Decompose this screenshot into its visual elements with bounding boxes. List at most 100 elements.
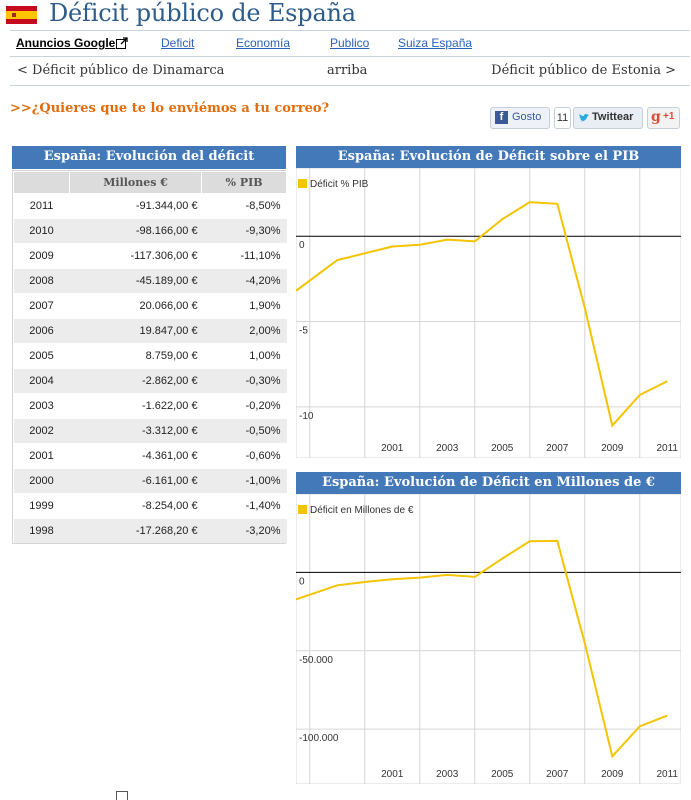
pib-cell: -3,20% [202, 519, 287, 544]
pib-cell: -9,30% [202, 219, 287, 244]
y-tick-label: 0 [299, 240, 305, 251]
col-header-pib: % PIB [202, 172, 287, 194]
x-tick-label: 2009 [601, 769, 624, 780]
tweet-button[interactable]: Twittear [573, 107, 643, 129]
facebook-like-count: 11 [554, 107, 571, 129]
millones-cell: -45.189,00 € [70, 269, 202, 294]
pib-cell: 1,00% [202, 344, 287, 369]
footer-checkbox[interactable] [116, 791, 128, 800]
external-link-icon[interactable] [116, 37, 128, 49]
table-box: Millones € % PIB 2011-91.344,00 €-8,50%2… [12, 170, 286, 544]
millones-cell: -3.312,00 € [70, 419, 202, 444]
twitter-bird-icon [578, 112, 590, 124]
pib-cell: -0,20% [202, 394, 287, 419]
x-tick-label: 2005 [491, 443, 514, 454]
table-row: 1998-17.268,20 €-3,20% [14, 519, 287, 544]
table-row: 2010-98.166,00 €-9,30% [14, 219, 287, 244]
table-body: 2011-91.344,00 €-8,50%2010-98.166,00 €-9… [14, 194, 287, 544]
x-tick-label: 2005 [491, 769, 514, 780]
plot-area [296, 494, 681, 784]
millones-cell: -98.166,00 € [70, 219, 202, 244]
facebook-like-label: Gosto [512, 111, 541, 123]
up-link[interactable]: arriba [327, 63, 367, 78]
legend-swatch [298, 179, 307, 188]
y-tick-label: -50.000 [299, 655, 333, 666]
chart-pib-panel: España: Evolución de Déficit sobre el PI… [296, 146, 681, 458]
y-tick-label: -5 [299, 326, 308, 337]
millones-cell: 20.066,00 € [70, 294, 202, 319]
year-cell: 2003 [14, 394, 70, 419]
year-cell: 2000 [14, 469, 70, 494]
x-tick-label: 2009 [601, 443, 624, 454]
millones-cell: -8.254,00 € [70, 494, 202, 519]
pib-cell: -0,60% [202, 444, 287, 469]
table-row: 2001-4.361,00 €-0,60% [14, 444, 287, 469]
millones-cell: -6.161,00 € [70, 469, 202, 494]
chart-millones-title: España: Evolución de Déficit en Millones… [296, 472, 681, 494]
year-cell: 2007 [14, 294, 70, 319]
millones-cell: -117.306,00 € [70, 244, 202, 269]
pib-cell: -4,20% [202, 269, 287, 294]
millones-cell: -2.862,00 € [70, 369, 202, 394]
google-plus-button[interactable]: g +1 [647, 107, 680, 129]
nav-link-deficit[interactable]: Deficit [161, 36, 194, 50]
x-tick-label: 2001 [381, 443, 404, 454]
nav-link-suiza-espana[interactable]: Suiza España [398, 36, 472, 50]
table-row: 1999-8.254,00 €-1,40% [14, 494, 287, 519]
table-row: 2002-3.312,00 €-0,50% [14, 419, 287, 444]
pib-cell: 2,00% [202, 319, 287, 344]
year-cell: 2009 [14, 244, 70, 269]
pib-cell: 1,90% [202, 294, 287, 319]
prev-country-link[interactable]: < Déficit público de Dinamarca [17, 63, 224, 78]
ads-nav-bar: Anuncios Google Deficit Economía Publico… [10, 30, 690, 57]
pib-cell: -0,50% [202, 419, 287, 444]
table-row: 2000-6.161,00 €-1,00% [14, 469, 287, 494]
year-cell: 2002 [14, 419, 70, 444]
page-title: Déficit público de España [49, 0, 356, 27]
google-ads-link[interactable]: Anuncios Google [16, 36, 115, 50]
millones-cell: -4.361,00 € [70, 444, 202, 469]
x-tick-label: 2007 [546, 443, 569, 454]
pib-cell: -8,50% [202, 194, 287, 219]
year-cell: 2006 [14, 319, 70, 344]
year-cell: 2004 [14, 369, 70, 394]
table-header-row: Millones € % PIB [14, 172, 287, 194]
pib-cell: -11,10% [202, 244, 287, 269]
year-cell: 2005 [14, 344, 70, 369]
year-cell: 2011 [14, 194, 70, 219]
nav-link-economia[interactable]: Economía [236, 36, 290, 50]
pib-cell: -1,40% [202, 494, 287, 519]
millones-cell: -17.268,20 € [70, 519, 202, 544]
legend-swatch [298, 505, 307, 514]
tweet-label: Twittear [592, 111, 633, 123]
facebook-icon: f [495, 111, 508, 124]
google-plus-icon: g [651, 109, 661, 125]
chart-millones-panel: España: Evolución de Déficit en Millones… [296, 472, 681, 784]
pib-cell: -1,00% [202, 469, 287, 494]
pib-cell: -0,30% [202, 369, 287, 394]
title-bar: Déficit público de España [0, 0, 691, 30]
millones-cell: -91.344,00 € [70, 194, 202, 219]
table-row: 2003-1.622,00 €-0,20% [14, 394, 287, 419]
table-row: 2004-2.862,00 €-0,30% [14, 369, 287, 394]
millones-cell: -1.622,00 € [70, 394, 202, 419]
spain-flag-icon [6, 6, 37, 24]
year-cell: 1999 [14, 494, 70, 519]
next-country-link[interactable]: Déficit público de Estonia > [491, 63, 676, 78]
nav-link-publico[interactable]: Publico [330, 36, 369, 50]
facebook-like-button[interactable]: f Gosto [490, 107, 550, 129]
subscribe-link[interactable]: >>¿Quieres que te lo enviémos a tu corre… [10, 101, 329, 116]
y-tick-label: -100.000 [299, 733, 339, 744]
y-tick-label: 0 [299, 576, 305, 587]
table-title: España: Evolución del déficit [12, 146, 286, 170]
col-header-millones: Millones € [70, 172, 202, 194]
x-tick-label: 2003 [436, 443, 459, 454]
deficit-table: Millones € % PIB 2011-91.344,00 €-8,50%2… [13, 171, 287, 543]
x-tick-label: 2011 [656, 443, 678, 454]
col-header-year [14, 172, 70, 194]
chart-pib-title: España: Evolución de Déficit sobre el PI… [296, 146, 681, 168]
